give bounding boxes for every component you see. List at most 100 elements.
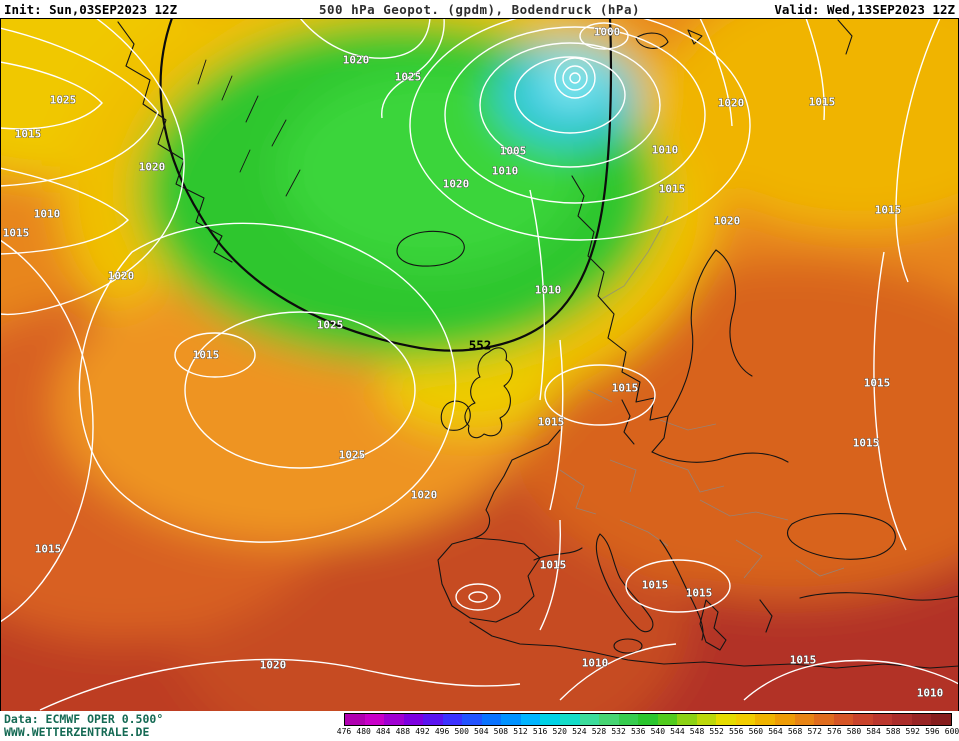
scale-cell: [364, 714, 385, 725]
scale-tick-label: 544: [670, 727, 685, 736]
scale-cell: [618, 714, 639, 725]
isobar-label: 1010: [582, 657, 609, 670]
scale-tick-label: 520: [552, 727, 567, 736]
scale-tick-label: 524: [572, 727, 587, 736]
isobar-label: 1025: [395, 71, 422, 84]
isobar-label: 1015: [790, 654, 817, 667]
map-title: 500 hPa Geopot. (gpdm), Bodendruck (hPa): [318, 1, 641, 17]
isobar-label: 1020: [108, 270, 135, 283]
map-header: Init: Sun,03SEP2023 12Z 500 hPa Geopot. …: [0, 0, 959, 18]
scale-tick-label: 512: [513, 727, 528, 736]
scale-cell: [814, 714, 834, 725]
isobar-label: 1020: [139, 161, 166, 174]
isobar-label-layer: 1025 1015 1020 1010 1015 1020 1020 1025 1000 1005…: [2, 25, 944, 700]
scale-cell: [599, 714, 619, 725]
scale-tick-label: 488: [395, 727, 411, 736]
scale-cell: [520, 714, 541, 725]
scale-cell: [755, 714, 776, 725]
isobar-label: 1015: [612, 382, 639, 395]
isobar-label: 1010: [492, 165, 519, 178]
isobar-label: 1020: [260, 659, 287, 672]
website-credit: WWW.WETTERZENTRALE.DE: [4, 725, 150, 739]
scale-tick-label: 600: [944, 727, 959, 736]
scale-tick-label: 568: [787, 727, 803, 736]
scale-tick-label: 552: [709, 727, 724, 736]
isobar-label: 1015: [193, 349, 220, 362]
scale-tick-label: 532: [611, 727, 626, 736]
scale-tick-label: 576: [827, 727, 842, 736]
scale-cell: [560, 714, 580, 725]
scale-tick-label: 540: [650, 727, 666, 736]
coastlines: [117, 19, 959, 669]
map-footer: Data: ECMWF OPER 0.500° WWW.WETTERZENTRA…: [0, 711, 959, 741]
scale-cell: [677, 714, 697, 725]
scale-cell: [423, 714, 443, 725]
isobar-label: 1015: [3, 227, 30, 240]
scale-cell: [345, 714, 365, 725]
scale-cell: [638, 714, 658, 725]
scale-tick-label: 596: [925, 727, 940, 736]
scale-tick-label: 516: [532, 727, 548, 736]
scale-tick-label: 548: [689, 727, 705, 736]
isobar-label: 1020: [443, 178, 470, 191]
scale-tick-label: 480: [356, 727, 371, 736]
isobar-label: 1015: [540, 559, 567, 572]
scale-cell: [735, 714, 756, 725]
isobar-label: 1015: [35, 543, 62, 556]
isobar-label: 1020: [718, 97, 745, 110]
scale-tick-label: 500: [454, 727, 469, 736]
isobar-label: 1020: [714, 215, 741, 228]
scale-cell: [540, 714, 561, 725]
country-borders: [559, 215, 845, 579]
data-source: Data: ECMWF OPER 0.500°: [4, 712, 164, 726]
scale-tick-label: 580: [846, 727, 862, 736]
isobar-label: 1010: [652, 144, 679, 157]
isobar-label: 1015: [809, 96, 836, 109]
isobar-label: 1015: [686, 587, 713, 600]
scale-tick-label: 588: [885, 727, 901, 736]
scale-cell: [833, 714, 854, 725]
scale-tick-label: 528: [591, 727, 607, 736]
scale-cell: [696, 714, 717, 725]
scale-cell: [931, 714, 951, 725]
scale-bar: [344, 713, 952, 726]
scale-cell: [775, 714, 795, 725]
isobar-label: 1015: [864, 377, 891, 390]
geopotential-552-contour: [159, 18, 613, 352]
isobar-label: 1025: [50, 94, 77, 107]
isobar-label: 1005: [500, 145, 527, 158]
scale-tick-label: 484: [375, 727, 391, 736]
isobar-label: 1010: [917, 687, 944, 700]
isobar-label: 1020: [411, 489, 438, 502]
scale-tick-label: 492: [415, 727, 430, 736]
scale-cell: [716, 714, 736, 725]
scale-cell: [911, 714, 932, 725]
scale-cell: [501, 714, 521, 725]
scale-tick-label: 536: [630, 727, 646, 736]
isobar-label: 1010: [34, 208, 61, 221]
scale-tick-label: 564: [768, 727, 783, 736]
scale-ticks: 476 480 484 488 492 496 500 504 508 512 516 520 524 5…: [337, 727, 959, 738]
scale-tick-label: 508: [493, 727, 509, 736]
scale-cell: [442, 714, 463, 725]
scale-cell: [853, 714, 873, 725]
scale-cell: [794, 714, 815, 725]
scale-cell: [579, 714, 600, 725]
scale-tick-label: 572: [807, 727, 822, 736]
isobar-label: 1020: [343, 54, 370, 67]
scale-cell: [872, 714, 893, 725]
scale-cell: [384, 714, 404, 725]
scale-cell: [481, 714, 502, 725]
scale-cell: [892, 714, 912, 725]
isobar-label: 1000: [594, 26, 621, 39]
isobars: [0, 18, 959, 711]
scale-cell: [403, 714, 424, 725]
scale-tick-label: 496: [434, 727, 450, 736]
scale-tick-label: 592: [905, 727, 920, 736]
isobar-label: 1015: [15, 128, 42, 141]
isobar-label: 1015: [659, 183, 686, 196]
isobar-label: 1015: [538, 416, 565, 429]
